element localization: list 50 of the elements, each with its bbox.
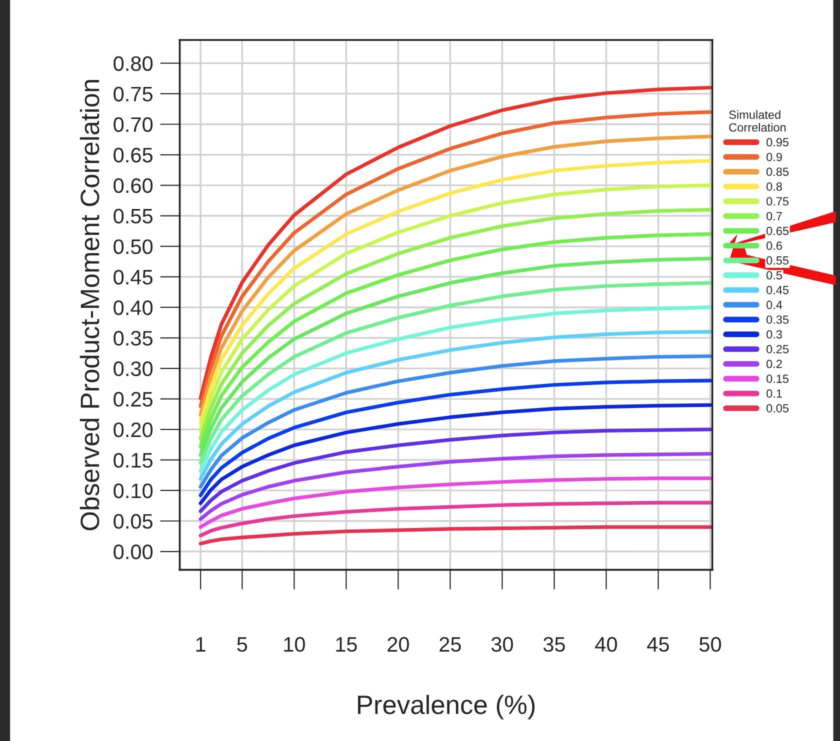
legend-label: 0.45: [766, 286, 789, 294]
y-tick-label: 0.05: [114, 514, 152, 529]
y-tick-label: 0.70: [114, 117, 153, 132]
y-tick-label: 0.00: [114, 544, 153, 560]
x-tick-label: 35: [543, 637, 565, 652]
legend-label: 0.5: [766, 271, 782, 280]
x-axis-title: Prevalence (%): [358, 694, 535, 720]
legend-label: 0.2: [766, 360, 782, 368]
y-tick-label: 0.55: [114, 208, 152, 224]
x-tick-label: 45: [647, 637, 669, 652]
x-tick-label: 15: [336, 637, 357, 652]
y-tick-label: 0.75: [114, 86, 152, 102]
legend-label: 0.15: [766, 374, 789, 383]
legend-label: 0.85: [766, 168, 789, 176]
legend-label: 0.95: [766, 138, 789, 146]
legend-label: 0.25: [766, 345, 789, 354]
legend-label: 0.6: [766, 242, 782, 250]
legend-label: 0.4: [766, 300, 782, 310]
x-tick-label: 25: [440, 637, 461, 652]
y-tick-label: 0.35: [114, 330, 152, 346]
legend-label: 0.75: [766, 197, 789, 206]
y-tick-label: 0.30: [114, 361, 153, 376]
x-tick-label: 10: [284, 637, 305, 652]
y-tick-label: 0.15: [114, 452, 152, 468]
legend-label: 0.05: [766, 404, 789, 412]
legend-label: 0.7: [766, 212, 782, 220]
legend-title: Simulated Correlation: [729, 110, 786, 132]
y-tick-label: 0.10: [114, 483, 153, 498]
legend-label: 0.35: [766, 315, 789, 324]
legend-label: 0.55: [766, 256, 789, 265]
y-tick-label: 0.25: [114, 392, 152, 407]
x-tick-label: 20: [388, 637, 409, 652]
legend-label: 0.65: [766, 226, 789, 236]
y-axis-title: Observed Product-Moment Correlation: [80, 80, 100, 530]
legend-label: 0.8: [766, 182, 782, 191]
y-tick-label: 0.65: [114, 148, 152, 163]
legend-label: 0.3: [766, 330, 782, 339]
y-tick-label: 0.60: [114, 178, 153, 194]
legend-label: 0.9: [766, 152, 782, 162]
y-tick-label: 0.20: [114, 422, 153, 438]
x-tick-label: 40: [595, 637, 617, 652]
x-tick-label: 50: [699, 637, 722, 652]
y-tick-label: 0.40: [114, 300, 153, 316]
x-tick-label: 5: [237, 637, 248, 652]
y-tick-label: 0.50: [114, 239, 153, 254]
x-tick-label: 30: [491, 637, 513, 652]
y-tick-label: 0.45: [114, 270, 152, 285]
y-tick-label: 0.80: [114, 56, 153, 71]
legend-label: 0.1: [766, 389, 782, 398]
x-tick-label: 1: [196, 637, 206, 652]
